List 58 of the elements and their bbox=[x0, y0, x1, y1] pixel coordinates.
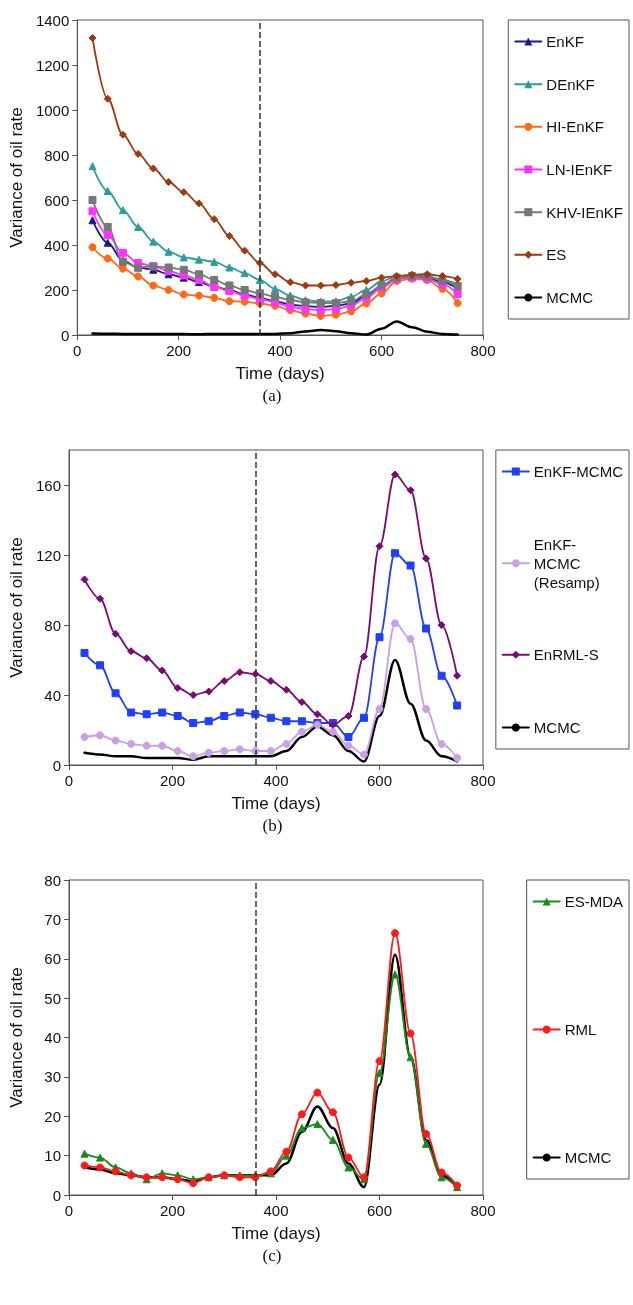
legend-label: KHV-IEnKF bbox=[546, 203, 624, 221]
legend-label: MCMC bbox=[533, 719, 581, 736]
legend-label: DEnKF bbox=[546, 75, 595, 93]
y-tick-label: 1200 bbox=[35, 56, 70, 74]
y-tick-label: 0 bbox=[52, 756, 61, 774]
legend-label: HI-EnKF bbox=[546, 118, 604, 136]
y-tick-label: 800 bbox=[44, 146, 70, 164]
y-tick-label: 200 bbox=[44, 281, 70, 299]
x-tick-label: 200 bbox=[159, 772, 186, 789]
y-tick-label: 70 bbox=[44, 910, 61, 928]
text: (a) bbox=[262, 386, 282, 405]
legend-label: MCMC bbox=[546, 289, 594, 306]
x-tick-label: 800 bbox=[470, 772, 496, 789]
x-tick-label: 800 bbox=[470, 1202, 496, 1219]
x-tick-label: 400 bbox=[263, 1202, 289, 1219]
y-tick-label: 20 bbox=[44, 1107, 61, 1125]
x-tick-label: 600 bbox=[366, 772, 393, 789]
y-axis-title: Variance of oil rate bbox=[7, 967, 26, 1108]
y-tick-label: 10 bbox=[44, 1147, 61, 1165]
legend-label: ES bbox=[546, 246, 567, 264]
x-tick-label: 200 bbox=[166, 342, 192, 359]
y-tick-label: 1400 bbox=[35, 11, 70, 29]
y-tick-label: 60 bbox=[44, 950, 61, 968]
x-tick-label: 600 bbox=[369, 342, 395, 359]
legend-label: EnKF bbox=[546, 33, 584, 50]
y-tick-label: 120 bbox=[35, 546, 61, 564]
legend-label: LN-IEnKF bbox=[546, 161, 613, 178]
legend-label: ES-MDA bbox=[564, 893, 624, 910]
x-tick-label: 400 bbox=[263, 772, 289, 789]
y-axis-title: Variance of oil rate bbox=[7, 537, 26, 678]
x-axis-title: Time (days) bbox=[231, 1224, 321, 1243]
x-tick-label: 400 bbox=[267, 342, 293, 359]
x-tick-label: 0 bbox=[73, 342, 82, 359]
legend-label: EnRML-S bbox=[533, 646, 599, 664]
legend-label: EnKF-MCMC (Resamp) bbox=[533, 535, 600, 591]
x-tick-label: 800 bbox=[470, 342, 496, 359]
y-tick-label: 400 bbox=[44, 236, 70, 254]
y-tick-label: 0 bbox=[52, 1186, 61, 1204]
y-tick-label: 0 bbox=[60, 326, 70, 344]
y-tick-label: 1000 bbox=[35, 101, 70, 119]
y-tick-label: 600 bbox=[44, 191, 70, 209]
y-tick-label: 160 bbox=[35, 476, 61, 494]
legend-label: RML bbox=[564, 1021, 597, 1038]
legend-label: EnKF-MCMC bbox=[533, 463, 624, 480]
x-tick-label: 600 bbox=[366, 1202, 393, 1219]
y-tick-label: 40 bbox=[44, 1029, 61, 1046]
y-tick-label: 80 bbox=[44, 871, 61, 889]
x-tick-label: 200 bbox=[159, 1202, 186, 1219]
legend-label: MCMC bbox=[564, 1149, 612, 1166]
x-axis-title: Time (days) bbox=[231, 794, 321, 813]
y-tick-label: 40 bbox=[44, 686, 61, 704]
y-tick-label: 50 bbox=[44, 989, 61, 1007]
y-tick-label: 80 bbox=[44, 616, 61, 634]
y-tick-label: 30 bbox=[44, 1068, 61, 1086]
text: (c) bbox=[262, 1246, 282, 1265]
y-axis-title: Variance of oil rate bbox=[7, 107, 26, 248]
x-axis-title: Time (days) bbox=[235, 364, 325, 383]
text: (b) bbox=[262, 816, 283, 835]
